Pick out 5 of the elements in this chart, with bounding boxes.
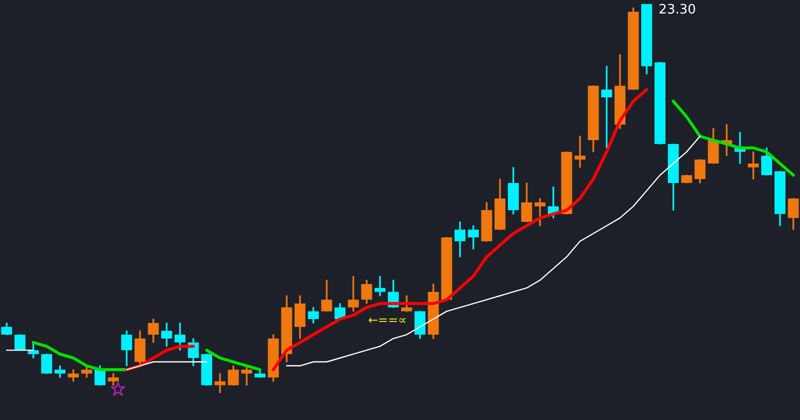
annotation: ←==∝ <box>368 313 407 328</box>
candlestick <box>374 276 386 296</box>
candlestick <box>214 373 226 393</box>
candlestick <box>574 136 586 168</box>
annotation: 23.30 <box>658 2 696 18</box>
